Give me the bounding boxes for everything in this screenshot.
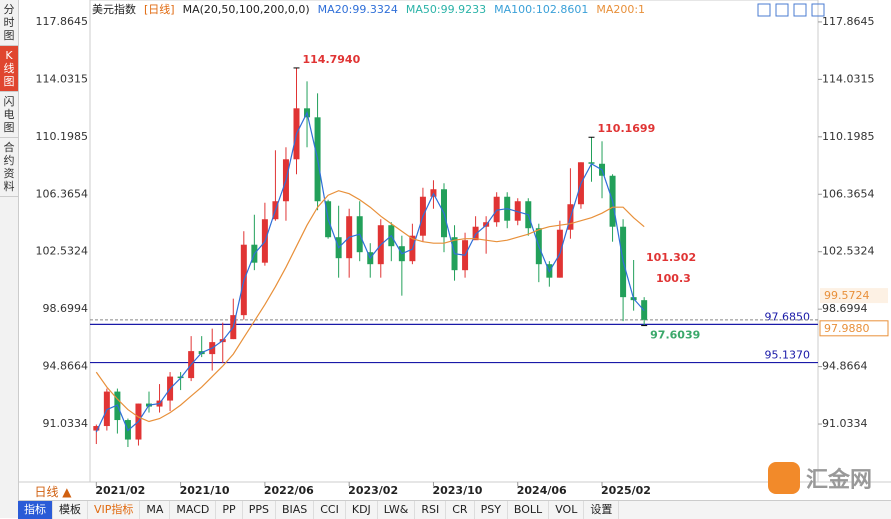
y-tick-label: 114.0315 — [36, 72, 89, 85]
toolbar: 指标 模板 VIP指标 MA MACD PP PPS BIAS CCI KDJ LW& RSI CR PS… — [18, 500, 891, 519]
ma-line — [95, 190, 645, 423]
horizontal-line-label: 97.6850 — [765, 310, 811, 323]
sidebar-tab[interactable]: 合约资料 — [0, 138, 18, 197]
toolbar-item[interactable]: VOL — [549, 501, 585, 519]
sidebar-tab[interactable]: K线图 — [0, 46, 18, 92]
annotation-label: 114.7940 — [302, 53, 360, 66]
legend-item: MA100:102.8601 — [494, 3, 588, 16]
x-tick-label: 2024/06 — [517, 484, 567, 497]
candle-body — [514, 201, 521, 221]
horizontal-line-label: 95.1370 — [765, 349, 811, 362]
x-tick-label: 2025/02 — [601, 484, 651, 497]
x-tick-label: 2022/06 — [264, 484, 314, 497]
ma-line — [95, 111, 645, 433]
side-tag-label: 99.5724 — [824, 289, 870, 302]
y-tick-label-right: 114.0315 — [822, 72, 875, 85]
last-price-label: 97.9880 — [824, 322, 870, 335]
legend-item: 美元指数 — [92, 2, 136, 16]
x-tick-label: 2021/10 — [180, 484, 230, 497]
legend-item: [日线] — [144, 2, 175, 16]
legend-item: MA(20,50,100,200,0,0) — [183, 3, 310, 16]
toolbar-item[interactable]: BIAS — [276, 501, 315, 519]
y-tick-label: 98.6994 — [43, 302, 89, 315]
toolbar-item[interactable]: PPS — [243, 501, 276, 519]
y-tick-label-right: 98.6994 — [822, 302, 868, 315]
toolbar-item[interactable]: MA — [140, 501, 171, 519]
y-tick-label: 117.8645 — [36, 15, 89, 28]
toolbar-item[interactable]: PSY — [475, 501, 508, 519]
legend-item: MA20:99.3324 — [318, 3, 398, 16]
toolbar-item[interactable]: CR — [446, 501, 475, 519]
note: 100.3 — [656, 272, 691, 285]
y-tick-label-right: 91.0334 — [822, 417, 868, 430]
y-tick-label: 91.0334 — [43, 417, 89, 430]
watermark-icon — [768, 462, 800, 494]
toolbar-item[interactable]: 模板 — [53, 501, 88, 519]
candle-body — [493, 196, 500, 223]
chart: 美元指数 [日线] MA(20,50,100,200,0,0) MA20:99.332… — [18, 0, 891, 497]
sidebar: 分时图 K线图 闪电图 合约资料 — [0, 0, 19, 518]
last-price-tag — [819, 320, 889, 337]
y-tick-label: 106.3654 — [36, 187, 89, 200]
watermark-text: 汇金网 — [806, 468, 873, 493]
y-tick-label-right: 106.3654 — [822, 187, 875, 200]
side-tag — [820, 288, 888, 304]
annotation-label: 97.6039 — [650, 329, 700, 342]
y-tick-label-right: 117.8645 — [822, 15, 875, 28]
note: 101.302 — [646, 251, 696, 264]
watermark: 汇金网 — [768, 462, 872, 494]
x-tick-label: 2021/02 — [95, 484, 145, 497]
period-button[interactable]: 日线 ▲ — [34, 485, 72, 499]
legend-item: MA200:1 — [596, 3, 645, 16]
toolbar-item[interactable]: LW& — [378, 501, 416, 519]
y-tick-label: 102.5324 — [36, 245, 89, 258]
x-tick-label: 2023/10 — [432, 484, 482, 497]
y-tick-label: 94.8664 — [43, 360, 89, 373]
y-tick-label-right: 110.1985 — [822, 130, 875, 143]
toolbar-item[interactable]: MACD — [170, 501, 217, 519]
x-tick-label: 2023/02 — [348, 484, 398, 497]
toolbar-item[interactable]: BOLL — [508, 501, 550, 519]
legend-item: MA50:99.9233 — [406, 3, 486, 16]
toolbar-item[interactable]: KDJ — [346, 501, 378, 519]
candle-body — [93, 426, 100, 431]
y-tick-label-right: 94.8664 — [822, 360, 868, 373]
toolbar-item[interactable]: PP — [216, 501, 243, 519]
candle-body — [103, 391, 110, 427]
sidebar-tab[interactable]: 分时图 — [0, 0, 18, 46]
candle-body — [588, 162, 595, 164]
toolbar-item[interactable]: CCI — [314, 501, 346, 519]
toolbar-item[interactable]: VIP指标 — [88, 501, 141, 519]
annotation-label: 110.1699 — [597, 122, 655, 135]
y-tick-label-right: 102.5324 — [822, 245, 875, 258]
header-icons — [757, 3, 825, 17]
sidebar-tab[interactable]: 闪电图 — [0, 92, 18, 138]
toolbar-item[interactable]: 指标 — [18, 501, 53, 519]
y-tick-label: 110.1985 — [36, 130, 89, 143]
toolbar-item[interactable]: 设置 — [584, 501, 620, 519]
toolbar-item[interactable]: RSI — [415, 501, 447, 519]
